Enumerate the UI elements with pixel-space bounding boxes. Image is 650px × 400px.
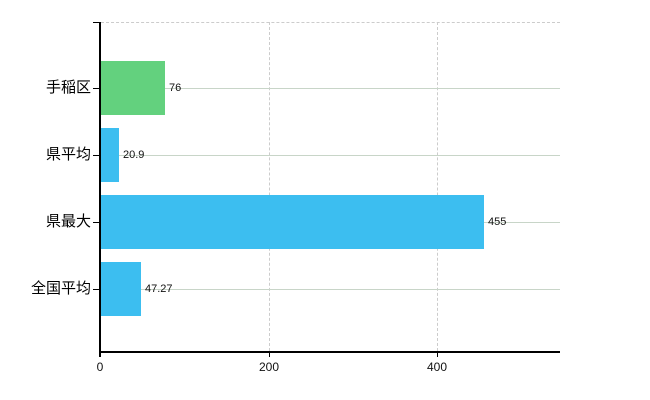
y-gridline xyxy=(101,155,560,156)
category-label: 県最大 xyxy=(45,213,91,230)
plot-top-border xyxy=(101,22,560,23)
y-tick-mark xyxy=(93,22,100,23)
x-axis-tick-label: 200 xyxy=(258,360,280,374)
y-gridline xyxy=(101,289,560,290)
y-axis-line xyxy=(99,22,101,357)
bar xyxy=(101,128,119,182)
x-tick-mark xyxy=(269,352,270,357)
bar-value-label: 455 xyxy=(488,216,507,228)
bar-value-label: 47.27 xyxy=(145,283,173,295)
category-label: 県平均 xyxy=(45,146,91,163)
x-axis-tick-label: 400 xyxy=(426,360,448,374)
bar xyxy=(101,61,165,115)
x-axis-line xyxy=(99,351,560,353)
category-label: 全国平均 xyxy=(30,280,91,297)
y-tick-mark xyxy=(93,88,100,89)
category-label: 手稲区 xyxy=(45,79,91,96)
bar-value-label: 76 xyxy=(169,82,182,94)
x-tick-mark xyxy=(437,352,438,357)
y-tick-mark xyxy=(93,155,100,156)
y-tick-mark xyxy=(93,222,100,223)
y-gridline xyxy=(101,88,560,89)
bar-value-label: 20.9 xyxy=(123,149,145,161)
x-axis-tick-label: 0 xyxy=(96,360,104,374)
y-tick-mark xyxy=(93,289,100,290)
bar xyxy=(101,262,141,316)
bar xyxy=(101,195,484,249)
x-gridline xyxy=(269,22,270,351)
x-gridline xyxy=(437,22,438,351)
